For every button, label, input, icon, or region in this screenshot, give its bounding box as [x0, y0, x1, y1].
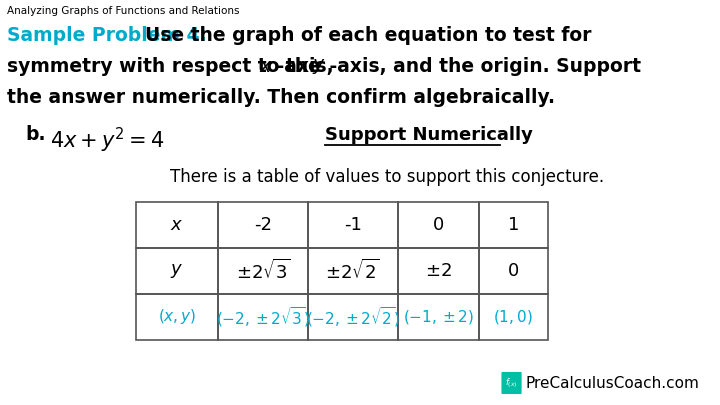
Bar	[218, 294, 308, 340]
Text: Analyzing Graphs of Functions and Relations: Analyzing Graphs of Functions and Relati…	[7, 6, 240, 16]
Text: PreCalculusCoach.com: PreCalculusCoach.com	[526, 375, 699, 390]
Bar	[398, 294, 479, 340]
Text: $(x, y)$: $(x, y)$	[158, 307, 196, 326]
Text: b.: b.	[26, 125, 46, 144]
Text: $x$: $x$	[258, 57, 272, 76]
Bar	[398, 202, 479, 248]
Text: $\pm2$: $\pm2$	[425, 262, 451, 280]
Text: $\pm2\sqrt{2}$: $\pm2\sqrt{2}$	[325, 259, 380, 283]
Bar	[135, 294, 218, 340]
Bar	[218, 202, 308, 248]
Bar	[135, 248, 218, 294]
Bar	[479, 202, 548, 248]
Text: $(-2, \pm2\sqrt{2})$: $(-2, \pm2\sqrt{2})$	[306, 305, 400, 329]
Text: Use the graph of each equation to test for: Use the graph of each equation to test f…	[145, 26, 591, 45]
Text: the answer numerically. Then confirm algebraically.: the answer numerically. Then confirm alg…	[7, 88, 555, 107]
Bar	[398, 248, 479, 294]
Text: -axis,: -axis,	[269, 57, 340, 76]
Text: $f_{(x)}$: $f_{(x)}$	[505, 376, 518, 390]
Text: 0: 0	[433, 216, 444, 234]
Text: -1: -1	[344, 216, 362, 234]
Bar	[308, 202, 398, 248]
Text: $(-2, \pm2\sqrt{3})$: $(-2, \pm2\sqrt{3})$	[216, 305, 310, 329]
Text: $0$: $0$	[508, 262, 519, 280]
Text: 1: 1	[508, 216, 519, 234]
Bar	[308, 248, 398, 294]
Text: $y$: $y$	[312, 57, 325, 76]
Text: Sample Problem 4:: Sample Problem 4:	[7, 26, 207, 45]
Bar	[218, 248, 308, 294]
Text: $x$: $x$	[171, 216, 184, 234]
Text: $(-1, \pm2)$: $(-1, \pm2)$	[402, 308, 474, 326]
Bar	[308, 294, 398, 340]
Bar	[135, 202, 218, 248]
Text: $\pm2\sqrt{3}$: $\pm2\sqrt{3}$	[235, 259, 291, 283]
Text: $y$: $y$	[170, 262, 184, 280]
Text: Support Numerically: Support Numerically	[325, 126, 534, 144]
Bar	[479, 294, 548, 340]
FancyBboxPatch shape	[501, 372, 521, 394]
Text: -2: -2	[254, 216, 272, 234]
Text: symmetry with respect to the: symmetry with respect to the	[7, 57, 328, 76]
Text: There is a table of values to support this conjecture.: There is a table of values to support th…	[170, 168, 604, 186]
Bar	[479, 248, 548, 294]
Text: -axis, and the origin. Support: -axis, and the origin. Support	[323, 57, 641, 76]
Text: $4x + y^2 = 4$: $4x + y^2 = 4$	[50, 126, 165, 155]
Text: $(1, 0)$: $(1, 0)$	[493, 308, 534, 326]
